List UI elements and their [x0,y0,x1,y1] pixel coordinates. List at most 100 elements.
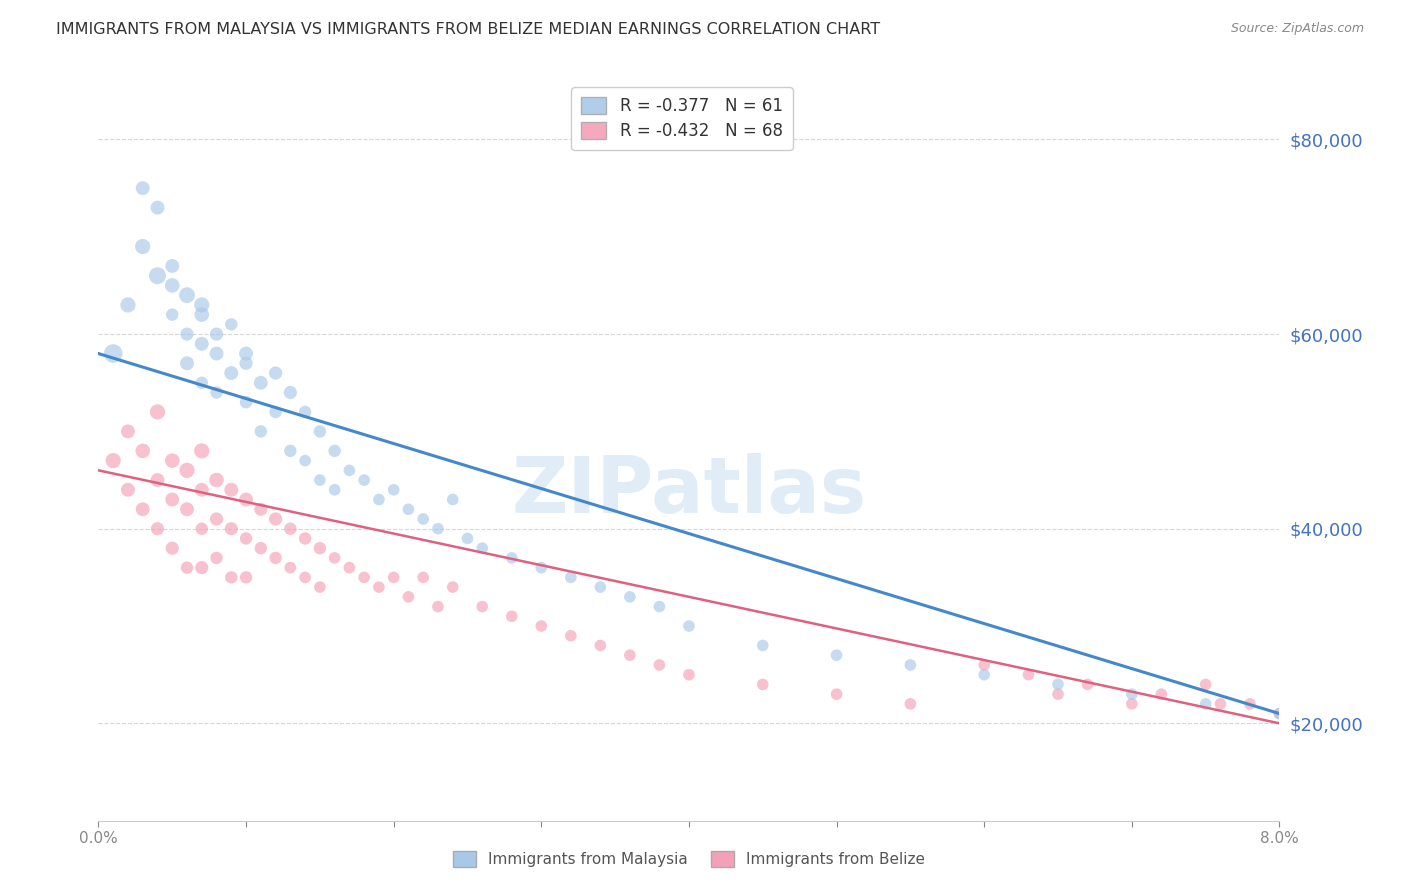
Point [294,453,316,467]
Point [280,443,302,458]
Point [250,425,273,439]
Point [619,648,641,663]
Point [191,483,214,497]
Point [560,570,582,584]
Point [323,443,346,458]
Point [191,443,214,458]
Point [619,590,641,604]
Point [205,385,228,400]
Point [678,667,700,681]
Point [1268,706,1291,721]
Point [398,502,420,516]
Point [280,385,302,400]
Point [264,550,287,565]
Point [146,405,169,419]
Point [146,201,169,215]
Point [264,512,287,526]
Point [1046,677,1070,691]
Point [1268,706,1291,721]
Point [132,502,155,516]
Point [235,532,257,546]
Point [280,560,302,574]
Point [191,522,214,536]
Point [250,502,273,516]
Point [353,473,375,487]
Point [501,550,523,565]
Point [191,560,214,574]
Point [752,639,775,653]
Point [235,570,257,584]
Point [250,541,273,556]
Point [162,492,183,507]
Point [1150,687,1173,701]
Point [368,580,391,594]
Point [176,560,198,574]
Point [235,492,257,507]
Point [205,550,228,565]
Point [471,599,494,614]
Point [235,395,257,409]
Point [264,366,287,380]
Point [1239,697,1261,711]
Point [648,657,671,672]
Point [176,288,198,302]
Point [162,453,183,467]
Point [221,570,243,584]
Point [471,541,494,556]
Point [1195,677,1218,691]
Point [501,609,523,624]
Point [1018,667,1040,681]
Point [427,522,450,536]
Point [441,492,464,507]
Point [250,376,273,390]
Point [205,346,228,360]
Point [339,463,361,477]
Point [1195,697,1218,711]
Point [973,657,995,672]
Point [309,580,332,594]
Point [176,502,198,516]
Point [412,512,434,526]
Point [191,308,214,322]
Point [353,570,375,584]
Point [900,657,922,672]
Point [191,298,214,312]
Point [900,697,922,711]
Point [117,483,139,497]
Point [294,405,316,419]
Point [294,532,316,546]
Point [205,473,228,487]
Text: IMMIGRANTS FROM MALAYSIA VS IMMIGRANTS FROM BELIZE MEDIAN EARNINGS CORRELATION C: IMMIGRANTS FROM MALAYSIA VS IMMIGRANTS F… [56,22,880,37]
Point [339,560,361,574]
Point [648,599,671,614]
Point [398,590,420,604]
Point [235,356,257,370]
Point [382,483,405,497]
Point [146,268,169,283]
Point [103,453,125,467]
Point [162,541,183,556]
Point [589,639,612,653]
Point [1121,697,1143,711]
Point [1121,687,1143,701]
Point [176,356,198,370]
Point [323,550,346,565]
Point [752,677,775,691]
Point [309,473,332,487]
Point [678,619,700,633]
Legend: Immigrants from Malaysia, Immigrants from Belize: Immigrants from Malaysia, Immigrants fro… [447,845,931,873]
Point [412,570,434,584]
Point [530,560,553,574]
Text: Source: ZipAtlas.com: Source: ZipAtlas.com [1230,22,1364,36]
Point [825,648,848,663]
Point [973,667,995,681]
Point [191,376,214,390]
Point [368,492,391,507]
Point [1209,697,1232,711]
Point [530,619,553,633]
Point [117,298,139,312]
Point [162,278,183,293]
Point [264,405,287,419]
Point [280,522,302,536]
Point [235,346,257,360]
